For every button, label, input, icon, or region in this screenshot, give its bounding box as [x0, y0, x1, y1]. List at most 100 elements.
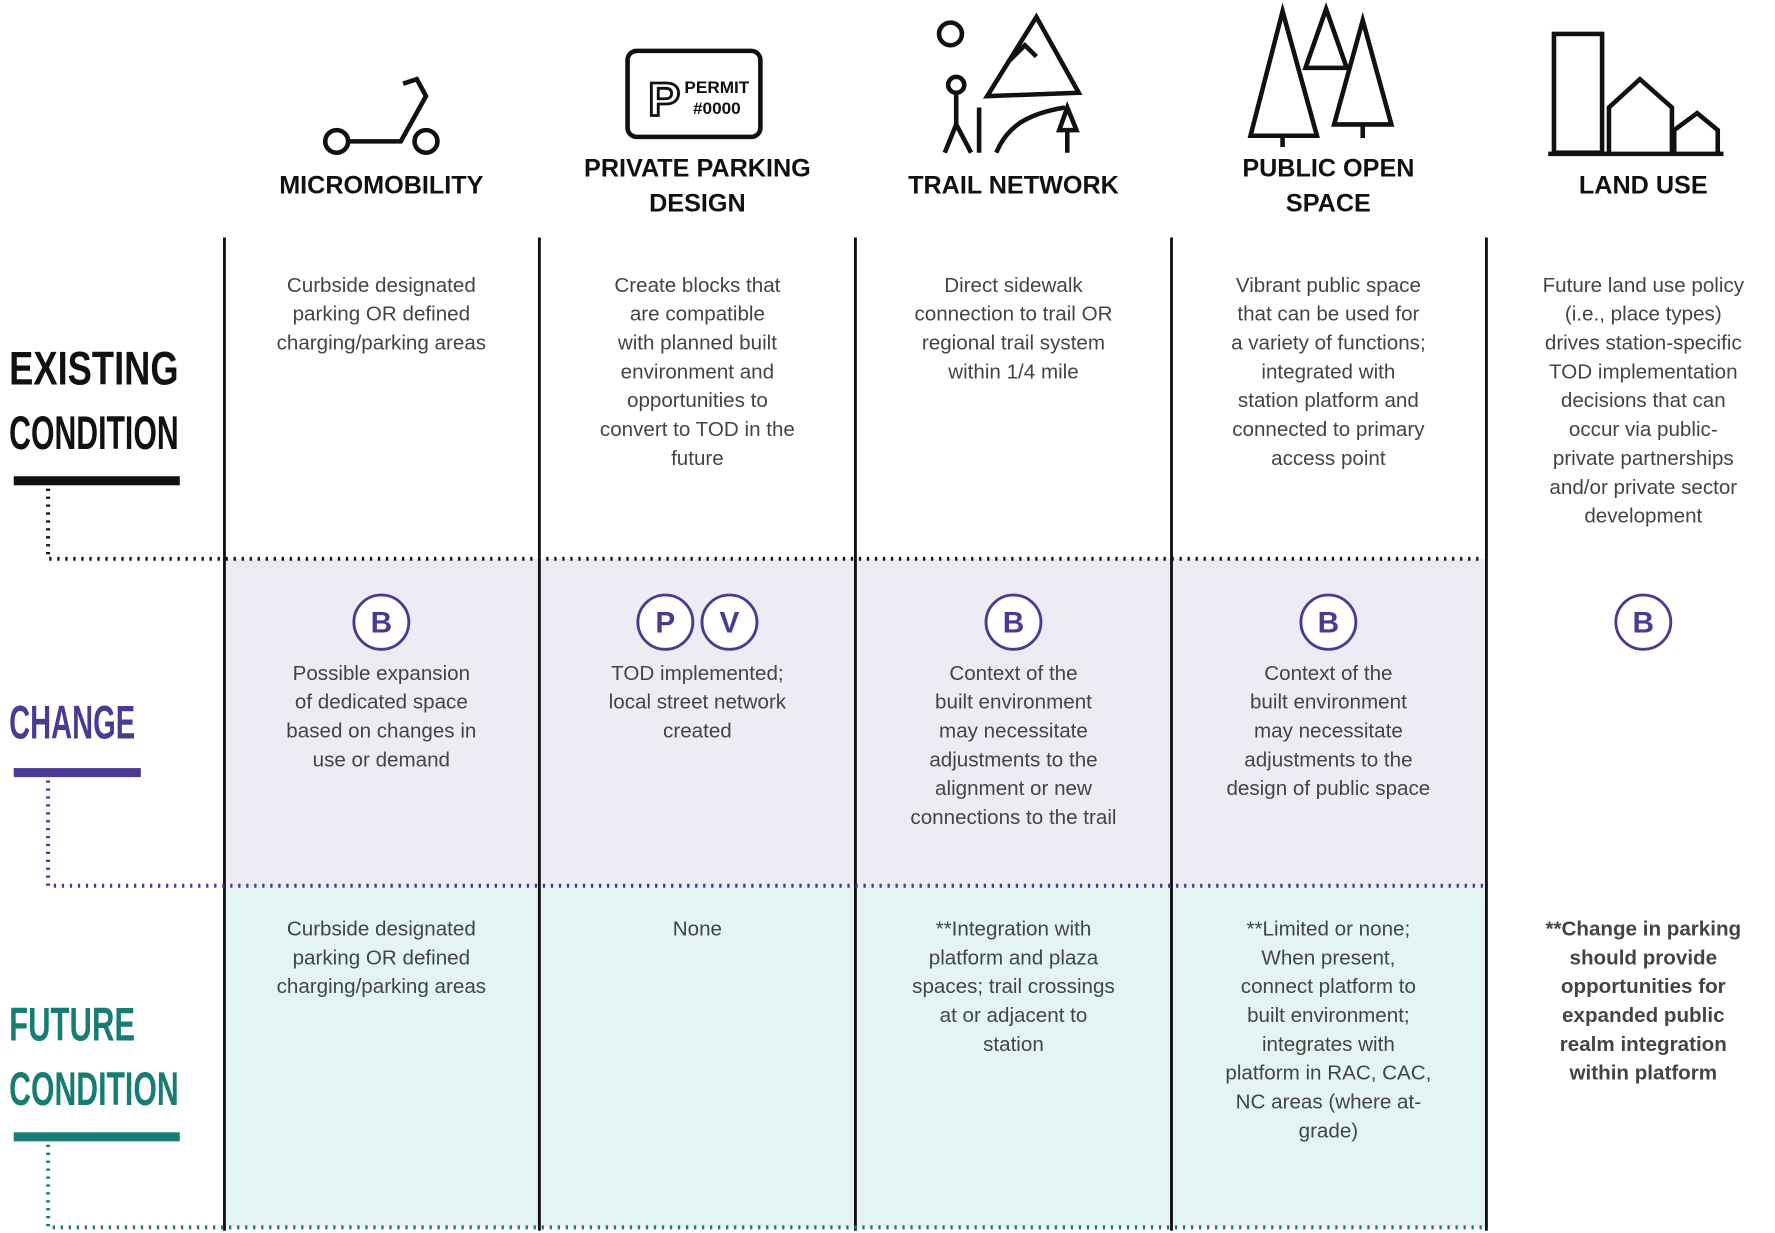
scooter-icon: [322, 76, 440, 155]
badge: [1614, 593, 1673, 651]
text-line: **Integration with: [936, 918, 1092, 941]
text-line: connections to the trail: [910, 806, 1116, 829]
text-line: Vibrant public space: [1236, 274, 1421, 297]
text-line: charging/parking areas: [277, 975, 487, 998]
text-line: alignment or new: [935, 777, 1092, 800]
buildings-icon: [1548, 31, 1724, 157]
column-title: TRAIL NETWORK: [908, 172, 1119, 200]
existing-text: Direct sidewalk connection to trail OR reg…: [914, 274, 1112, 383]
row-label: EXISTING CONDITION: [9, 343, 178, 460]
text-line: TOD implemented;: [611, 662, 783, 685]
text-line: grade): [1299, 1120, 1359, 1143]
text-line: SPACE: [1286, 190, 1371, 218]
text-line: created: [663, 720, 732, 743]
text-line: adjustments to the: [1244, 748, 1412, 771]
text-line: EXISTING: [9, 343, 178, 396]
text-line: with planned built: [617, 332, 777, 355]
row-label: CHANGE: [9, 697, 135, 750]
text-line: built environment;: [1247, 1004, 1410, 1027]
text-line: convert to TOD in the: [600, 418, 795, 441]
text-line: connect platform to: [1241, 975, 1416, 998]
text-line: Context of the: [1264, 662, 1392, 685]
row-bar: [13, 768, 141, 778]
text-line: regional trail system: [922, 332, 1105, 355]
permit-text: PERMIT: [684, 78, 749, 97]
text-line: Possible expansion: [293, 662, 470, 685]
text-line: platform and plaza: [929, 946, 1099, 969]
change-text: Context of the built environment may neces…: [910, 662, 1116, 829]
text-line: LAND USE: [1579, 172, 1708, 200]
text-line: CHANGE: [9, 697, 135, 750]
existing-text: Create blocks that are compatible with pla…: [600, 274, 795, 470]
text-line: built environment: [935, 691, 1092, 714]
text-line: FUTURE: [9, 999, 135, 1052]
column-dividers: [223, 237, 1488, 1231]
text-line: parking OR defined: [293, 303, 470, 326]
text-line: design of public space: [1226, 777, 1430, 800]
column-title: LAND USE: [1579, 172, 1708, 200]
text-line: integrated with: [1261, 360, 1395, 383]
text-line: integrates with: [1262, 1033, 1395, 1056]
text-line: that can be used for: [1237, 303, 1419, 326]
text-line: built environment: [1250, 691, 1407, 714]
row-bar: [13, 476, 180, 486]
badge-letter: B: [371, 606, 393, 639]
text-line: station: [983, 1033, 1044, 1056]
badge-letter: V: [720, 606, 740, 639]
text-line: station platform and: [1238, 389, 1419, 412]
text-line: local street network: [609, 691, 787, 714]
text-line: may necessitate: [939, 720, 1088, 743]
text-line: charging/parking areas: [277, 332, 487, 355]
existing-text: Vibrant public space that can be used for…: [1231, 274, 1426, 470]
row-bar: [13, 1132, 180, 1142]
text-line: within 1/4 mile: [947, 360, 1079, 383]
future-text: None: [673, 918, 722, 941]
column-title: MICROMOBILITY: [279, 172, 484, 200]
text-line: DESIGN: [649, 190, 746, 218]
column-title: PRIVATE PARKING DESIGN: [584, 155, 811, 218]
future-text: **Limited or none; When present, connect p…: [1225, 918, 1431, 1143]
badge-letter: P: [655, 606, 675, 639]
text-line: connected to primary: [1232, 418, 1425, 441]
future-text: **Integration with platform and plaza spac…: [912, 918, 1115, 1056]
text-line: may necessitate: [1254, 720, 1403, 743]
text-line: future: [671, 447, 724, 470]
text-line: Context of the: [949, 662, 1077, 685]
text-line: TOD implementation: [1549, 360, 1737, 383]
text-line: occur via public-: [1569, 418, 1718, 441]
text-line: adjustments to the: [929, 748, 1097, 771]
text-line: **Limited or none;: [1247, 918, 1411, 941]
change-text: Context of the built environment may neces…: [1226, 662, 1430, 800]
text-line: TRAIL NETWORK: [908, 172, 1119, 200]
text-line: access point: [1271, 447, 1386, 470]
existing-text: Curbside designated parking OR defined cha…: [277, 274, 487, 355]
text-line: development: [1584, 505, 1702, 528]
existing-text: Future land use policy (i.e., place types…: [1543, 274, 1745, 528]
text-line: Direct sidewalk: [944, 274, 1083, 297]
text-line: should provide: [1570, 946, 1718, 969]
text-line: decisions that can: [1561, 389, 1726, 412]
text-line: PUBLIC OPEN: [1242, 155, 1414, 183]
text-line: CONDITION: [9, 407, 178, 460]
badge: [700, 593, 759, 651]
change-text: Possible expansion of dedicated space base…: [286, 662, 476, 771]
dotted-connectors: [46, 488, 1483, 1230]
text-line: PRIVATE PARKING: [584, 155, 811, 183]
badge-letter: B: [1633, 606, 1655, 639]
text-line: realm integration: [1560, 1033, 1727, 1056]
text-line: a variety of functions;: [1231, 332, 1426, 355]
permit-text: #0000: [693, 99, 741, 118]
text-line: When present,: [1261, 946, 1395, 969]
badge-letter: B: [1318, 606, 1340, 639]
text-line: expanded public: [1562, 1004, 1725, 1027]
future-text: **Change in parking should provide opportu…: [1545, 918, 1741, 1085]
text-line: private partnerships: [1553, 447, 1734, 470]
text-line: opportunities for: [1561, 975, 1726, 998]
text-line: CONDITION: [9, 1063, 178, 1116]
text-line: (i.e., place types): [1565, 303, 1722, 326]
text-line: Create blocks that: [614, 274, 780, 297]
text-line: **Change in parking: [1545, 918, 1741, 941]
text-line: use or demand: [313, 748, 450, 771]
text-line: are compatible: [630, 303, 765, 326]
